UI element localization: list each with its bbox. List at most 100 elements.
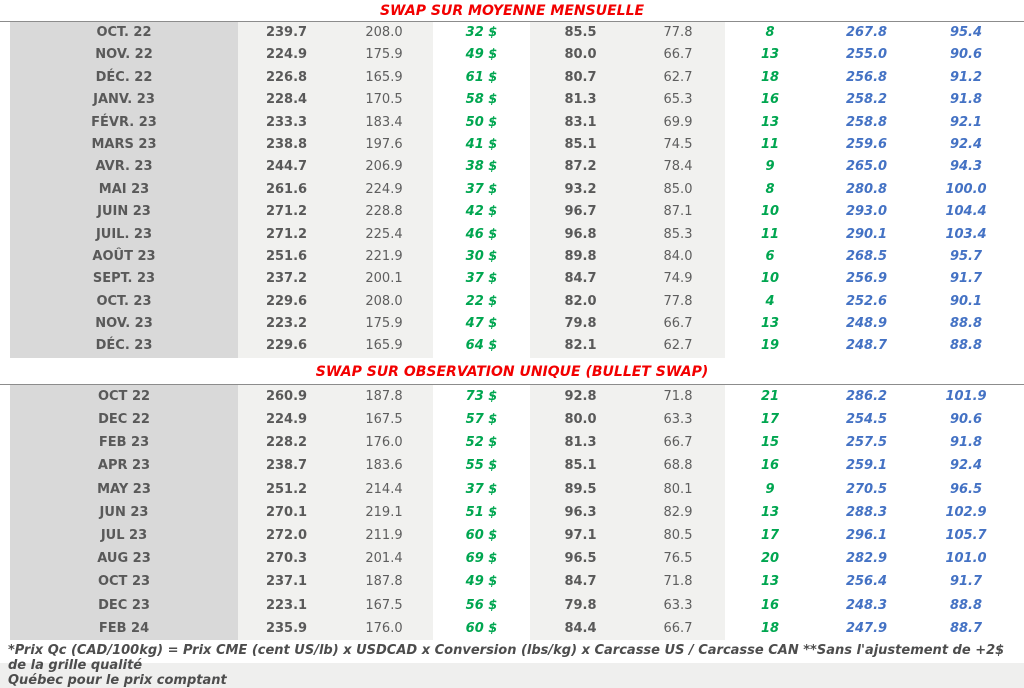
cell-qc-index: 82.1 bbox=[530, 335, 631, 358]
cell-swap-index: 77.8 bbox=[631, 290, 725, 314]
table-row: DÉC. 23 229.6 165.9 64 $82.1 62.7 19 248.7 88.8 bbox=[10, 335, 1014, 358]
cell-qc-index: 97.1 bbox=[530, 523, 631, 548]
cell-blue-price: 257.5 bbox=[815, 431, 918, 455]
cell-qc-index: 85.5 bbox=[530, 22, 631, 45]
cell-swap-index: 65.3 bbox=[631, 89, 725, 112]
cell-gain-dollar: 64 $ bbox=[433, 335, 530, 358]
cell-swap-price: 221.9 bbox=[335, 245, 433, 269]
cell-blue-price: 256.8 bbox=[815, 66, 918, 90]
cell-swap-index: 80.1 bbox=[631, 477, 725, 501]
cell-blue-price: 290.1 bbox=[815, 223, 918, 246]
cell-month: OCT 23 bbox=[10, 570, 238, 594]
cell-gain-dollar: 60 $ bbox=[433, 523, 530, 548]
cell-obs-count: 17 bbox=[725, 408, 815, 432]
cell-swap-price: 197.6 bbox=[335, 133, 433, 157]
table-row: DÉC. 22 226.8 165.9 61 $80.7 62.7 18 256.8 91.2 bbox=[10, 66, 1014, 90]
cell-qc-index: 87.2 bbox=[530, 156, 631, 179]
cell-qc-index: 85.1 bbox=[530, 454, 631, 478]
cell-blue-index: 90.6 bbox=[918, 44, 1014, 67]
cell-swap-price: 187.8 bbox=[335, 384, 433, 409]
cell-swap-price: 176.0 bbox=[335, 431, 433, 455]
cell-swap-price: 214.4 bbox=[335, 477, 433, 501]
cell-swap-index: 66.7 bbox=[631, 44, 725, 67]
cell-blue-index: 94.3 bbox=[918, 156, 1014, 179]
cell-month: SEPT. 23 bbox=[10, 268, 238, 291]
cell-qc-index: 81.3 bbox=[530, 89, 631, 112]
table-row: DEC 23 223.1 167.5 56 $79.8 63.3 16 248.3 88.8 bbox=[10, 593, 1014, 617]
cell-qc-index: 89.5 bbox=[530, 477, 631, 501]
cell-blue-index: 92.4 bbox=[918, 133, 1014, 157]
cell-blue-index: 91.2 bbox=[918, 66, 1014, 90]
cell-blue-index: 92.4 bbox=[918, 454, 1014, 478]
cell-blue-price: 248.9 bbox=[815, 313, 918, 336]
cell-blue-price: 259.1 bbox=[815, 454, 918, 478]
cell-gain-dollar: 38 $ bbox=[433, 156, 530, 179]
table-row: JUN 23 270.1 219.1 51 $96.3 82.9 13 288.3 102.9 bbox=[10, 500, 1014, 524]
cell-blue-index: 88.7 bbox=[918, 616, 1014, 640]
cell-blue-index: 88.8 bbox=[918, 335, 1014, 358]
table-row: NOV. 23 223.2 175.9 47 $79.8 66.7 13 248.9 88.8 bbox=[10, 313, 1014, 336]
cell-swap-index: 76.5 bbox=[631, 547, 725, 571]
section-title-bullet-swap: SWAP SUR OBSERVATION UNIQUE (BULLET SWAP… bbox=[0, 358, 1024, 385]
cell-qc-price: 271.2 bbox=[238, 201, 335, 224]
table-row: JUIL. 23 271.2 225.4 46 $96.8 85.3 11 290.1 103… bbox=[10, 223, 1014, 246]
cell-swap-index: 82.9 bbox=[631, 500, 725, 524]
cell-month: JANV. 23 bbox=[10, 89, 238, 112]
cell-obs-count: 8 bbox=[725, 22, 815, 45]
cell-swap-index: 74.9 bbox=[631, 268, 725, 291]
table-row: FEB 23 228.2 176.0 52 $81.3 66.7 15 257.5 91.8 bbox=[10, 431, 1014, 455]
cell-qc-price: 270.3 bbox=[238, 547, 335, 571]
cell-month: OCT. 22 bbox=[10, 22, 238, 45]
cell-blue-index: 91.7 bbox=[918, 268, 1014, 291]
cell-qc-price: 223.1 bbox=[238, 593, 335, 617]
table-row: FÉVR. 23 233.3 183.4 50 $83.1 69.9 13 258.8 92.… bbox=[10, 111, 1014, 134]
cell-blue-price: 248.3 bbox=[815, 593, 918, 617]
cell-month: JUIL. 23 bbox=[10, 223, 238, 246]
cell-blue-index: 90.6 bbox=[918, 408, 1014, 432]
table-row: MAY 23 251.2 214.4 37 $89.5 80.1 9 270.5 96.5 bbox=[10, 477, 1014, 501]
cell-qc-price: 239.7 bbox=[238, 22, 335, 45]
cell-obs-count: 11 bbox=[725, 223, 815, 246]
cell-gain-dollar: 61 $ bbox=[433, 66, 530, 90]
cell-obs-count: 10 bbox=[725, 268, 815, 291]
cell-gain-dollar: 22 $ bbox=[433, 290, 530, 314]
cell-swap-index: 62.7 bbox=[631, 335, 725, 358]
cell-gain-dollar: 56 $ bbox=[433, 593, 530, 617]
cell-month: JUL 23 bbox=[10, 523, 238, 548]
cell-qc-price: 235.9 bbox=[238, 616, 335, 640]
cell-gain-dollar: 57 $ bbox=[433, 408, 530, 432]
cell-obs-count: 16 bbox=[725, 593, 815, 617]
cell-qc-index: 85.1 bbox=[530, 133, 631, 157]
cell-swap-price: 201.4 bbox=[335, 547, 433, 571]
cell-obs-count: 18 bbox=[725, 616, 815, 640]
cell-obs-count: 20 bbox=[725, 547, 815, 571]
footnote: *Prix Qc (CAD/100kg) = Prix CME (cent US… bbox=[8, 643, 1016, 688]
table-row: MARS 23 238.8 197.6 41 $85.1 74.5 11 259.6 92.4 bbox=[10, 133, 1014, 157]
cell-qc-index: 96.7 bbox=[530, 201, 631, 224]
cell-blue-index: 88.8 bbox=[918, 313, 1014, 336]
cell-gain-dollar: 30 $ bbox=[433, 245, 530, 269]
table-row: OCT 23 237.1 187.8 49 $84.7 71.8 13 256.4 91.7 bbox=[10, 570, 1014, 594]
cell-swap-index: 63.3 bbox=[631, 408, 725, 432]
cell-obs-count: 21 bbox=[725, 384, 815, 409]
cell-obs-count: 8 bbox=[725, 178, 815, 202]
cell-obs-count: 13 bbox=[725, 570, 815, 594]
table-row: OCT 22 260.9 187.8 73 $92.8 71.8 21 286.2 101.9 bbox=[10, 384, 1014, 409]
cell-obs-count: 11 bbox=[725, 133, 815, 157]
cell-gain-dollar: 58 $ bbox=[433, 89, 530, 112]
cell-swap-index: 69.9 bbox=[631, 111, 725, 134]
cell-swap-index: 71.8 bbox=[631, 384, 725, 409]
table-row: DEC 22 224.9 167.5 57 $80.0 63.3 17 254.5 90.6 bbox=[10, 408, 1014, 432]
cell-swap-price: 183.6 bbox=[335, 454, 433, 478]
cell-obs-count: 13 bbox=[725, 44, 815, 67]
table-row: AVR. 23 244.7 206.9 38 $87.2 78.4 9 265.0 94.3 bbox=[10, 156, 1014, 179]
cell-month: NOV. 23 bbox=[10, 313, 238, 336]
cell-month: DÉC. 22 bbox=[10, 66, 238, 90]
cell-month: OCT. 23 bbox=[10, 290, 238, 314]
cell-month: NOV. 22 bbox=[10, 44, 238, 67]
cell-blue-price: 247.9 bbox=[815, 616, 918, 640]
cell-swap-price: 208.0 bbox=[335, 22, 433, 45]
cell-swap-price: 228.8 bbox=[335, 201, 433, 224]
cell-blue-index: 91.7 bbox=[918, 570, 1014, 594]
